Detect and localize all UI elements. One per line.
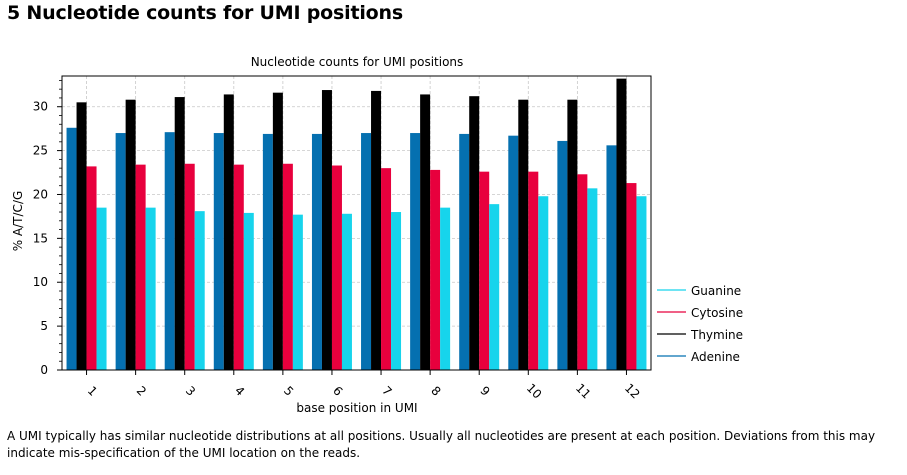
- y-tick-label: 10: [33, 275, 48, 289]
- bar-thymine-9: [469, 96, 480, 371]
- x-tick-label: 9: [477, 384, 492, 399]
- legend-label-cytosine: Cytosine: [691, 306, 743, 320]
- legend-label-thymine: Thymine: [690, 328, 743, 342]
- bar-thymine-2: [125, 99, 136, 370]
- bar-guanine-10: [538, 196, 549, 370]
- bar-guanine-1: [96, 207, 107, 370]
- y-tick-label: 15: [33, 231, 48, 245]
- x-tick-label: 6: [330, 384, 345, 399]
- bar-cytosine-1: [86, 166, 97, 370]
- bar-thymine-3: [174, 97, 185, 370]
- legend: Guanine Cytosine Thymine Adenine: [657, 284, 743, 364]
- nucleotide-bar-chart: Nucleotide counts for UMI positions 0 5 10…: [11, 55, 743, 415]
- bar-cytosine-5: [282, 163, 293, 370]
- bar-adenine-3: [164, 132, 175, 370]
- bar-thymine-11: [567, 99, 578, 370]
- bar-thymine-6: [321, 90, 332, 370]
- bar-cytosine-12: [626, 183, 637, 370]
- bar-guanine-9: [489, 204, 500, 370]
- bar-thymine-8: [420, 94, 431, 371]
- x-tick-label: 8: [428, 384, 443, 399]
- bar-thymine-4: [223, 94, 234, 371]
- bar-cytosine-8: [430, 169, 441, 370]
- bar-thymine-12: [616, 78, 627, 370]
- x-tick-label: 3: [183, 384, 198, 399]
- x-tick-label: 11: [573, 381, 594, 402]
- bar-adenine-9: [459, 133, 470, 370]
- bar-cytosine-7: [381, 168, 392, 370]
- bar-cytosine-9: [479, 171, 490, 370]
- legend-label-adenine: Adenine: [691, 350, 740, 364]
- x-tick-label: 5: [281, 384, 296, 399]
- bar-thymine-1: [76, 102, 87, 370]
- bar-adenine-7: [361, 133, 372, 370]
- bar-guanine-8: [440, 207, 451, 370]
- x-axis-label: base position in UMI: [296, 401, 417, 415]
- bar-guanine-4: [243, 212, 254, 370]
- legend-label-guanine: Guanine: [691, 284, 741, 298]
- chart-caption: A UMI typically has similar nucleotide d…: [7, 429, 876, 460]
- bar-thymine-7: [371, 90, 382, 370]
- x-tick-label: 7: [379, 384, 394, 399]
- bar-adenine-10: [508, 135, 519, 370]
- x-tick-label: 4: [232, 384, 247, 399]
- bar-guanine-7: [391, 212, 402, 370]
- x-tick-label: 1: [85, 384, 100, 399]
- x-tick-label: 12: [622, 381, 643, 402]
- plot-frame: [61, 75, 652, 371]
- bar-thymine-10: [518, 99, 529, 370]
- bar-adenine-12: [606, 145, 617, 370]
- bar-cytosine-3: [184, 163, 195, 370]
- bar-guanine-11: [587, 188, 598, 370]
- bar-cytosine-4: [233, 164, 244, 370]
- bar-adenine-11: [557, 140, 568, 370]
- bar-cytosine-6: [331, 165, 342, 370]
- bar-adenine-8: [410, 133, 421, 370]
- bar-guanine-6: [341, 213, 352, 370]
- bar-guanine-12: [636, 196, 647, 370]
- y-tick-label: 0: [40, 363, 48, 377]
- page-title: 5 Nucleotide counts for UMI positions: [7, 2, 403, 24]
- bar-adenine-2: [115, 133, 126, 370]
- bar-adenine-1: [66, 127, 77, 370]
- bar-guanine-2: [145, 207, 156, 370]
- bar-adenine-5: [262, 133, 273, 370]
- bar-adenine-4: [213, 133, 224, 370]
- bar-cytosine-11: [577, 174, 588, 370]
- y-tick-label: 5: [40, 319, 48, 333]
- bar-thymine-5: [272, 92, 283, 371]
- bar-adenine-6: [311, 133, 322, 370]
- y-tick-label: 30: [33, 100, 48, 114]
- x-tick-label: 2: [134, 384, 149, 399]
- y-tick-label: 20: [33, 187, 48, 201]
- bar-cytosine-10: [528, 171, 539, 370]
- bar-guanine-5: [292, 214, 303, 370]
- bar-series-group: [66, 78, 647, 371]
- chart-title: Nucleotide counts for UMI positions: [251, 55, 464, 69]
- y-axis-label: % A/T/C/G: [11, 191, 25, 252]
- bar-cytosine-2: [135, 164, 146, 370]
- y-tick-label: 25: [33, 144, 48, 158]
- x-tick-label: 10: [524, 381, 545, 402]
- bar-guanine-3: [194, 211, 205, 370]
